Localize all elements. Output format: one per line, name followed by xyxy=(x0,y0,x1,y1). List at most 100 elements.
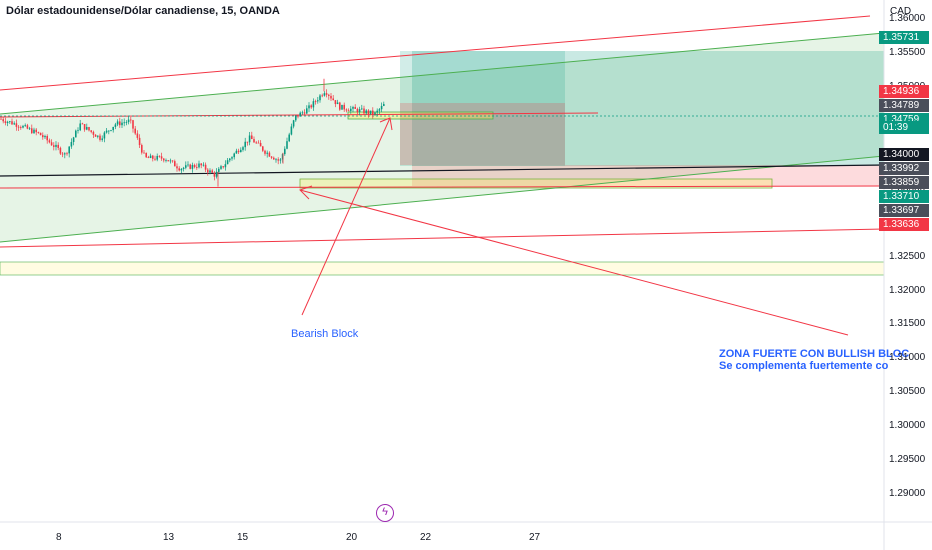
candle-body xyxy=(191,165,194,169)
candle-body xyxy=(59,147,62,154)
candle-body xyxy=(0,118,2,120)
candle-body xyxy=(345,109,348,111)
candle-body xyxy=(165,160,167,161)
candle-body xyxy=(48,140,51,143)
candle-body xyxy=(112,126,114,131)
candle-body xyxy=(119,121,121,126)
candle-body xyxy=(215,171,218,177)
candle-body xyxy=(213,172,216,177)
time-tick: 8 xyxy=(56,532,62,543)
candle-body xyxy=(369,110,372,114)
candle-body xyxy=(33,129,35,134)
candle-body xyxy=(2,119,4,122)
price-tick: 1.30000 xyxy=(889,420,926,432)
candle-body xyxy=(325,93,328,95)
price-label-badge: 1.34789 xyxy=(879,98,929,112)
resistance-top-line xyxy=(0,15,871,91)
candle-body xyxy=(141,145,143,153)
candle-body xyxy=(44,136,46,138)
price-label-badge: 1.33859 xyxy=(879,176,929,190)
candle-body xyxy=(97,135,99,137)
candle-body xyxy=(341,104,343,110)
candle-body xyxy=(147,157,150,159)
candle-body xyxy=(130,119,132,121)
candle-body xyxy=(297,115,299,117)
candle-body xyxy=(116,121,119,125)
candle-body xyxy=(9,121,11,123)
candle-body xyxy=(163,158,165,161)
candle-body xyxy=(365,110,367,114)
candle-body xyxy=(262,146,264,151)
price-label-badge: 1.35731 xyxy=(879,30,929,44)
candle-body xyxy=(244,141,246,148)
candle-body xyxy=(204,164,207,170)
candle-body xyxy=(281,154,284,160)
candle-body xyxy=(180,168,183,171)
candle-body xyxy=(189,164,191,169)
candle-body xyxy=(367,110,370,114)
price-label-badge: 1.33636 xyxy=(879,218,929,232)
candle-body xyxy=(207,169,209,173)
candle-body xyxy=(171,160,174,162)
candle-body xyxy=(273,157,275,160)
candle-body xyxy=(372,110,374,115)
candle-body xyxy=(299,112,301,117)
candle-body xyxy=(101,138,103,140)
candle-body xyxy=(220,166,222,169)
arrow-bullish-head xyxy=(299,185,313,200)
candle-body xyxy=(35,129,37,133)
candle-body xyxy=(332,98,334,101)
price-tick: 1.31000 xyxy=(889,352,926,364)
candle-body xyxy=(237,150,240,153)
candle-body xyxy=(57,144,59,148)
candle-body xyxy=(323,93,326,96)
candle-body xyxy=(361,108,363,110)
candle-body xyxy=(270,156,273,158)
candle-body xyxy=(86,127,88,130)
candle-body xyxy=(154,158,156,160)
candle-body xyxy=(61,153,64,155)
candle-body xyxy=(114,124,117,127)
candle-body xyxy=(182,167,185,169)
candle-body xyxy=(39,132,42,136)
candle-body xyxy=(17,126,20,128)
candle-body xyxy=(156,155,158,160)
candle-body xyxy=(374,112,376,115)
zona-label-line1: ZONA FUERTE CON BULLISH BLOC xyxy=(719,348,910,360)
arrow-bullish-line xyxy=(299,189,849,336)
candle-body xyxy=(6,121,9,123)
candle-body xyxy=(13,123,15,125)
channel-top-line xyxy=(0,32,885,115)
horizontal-resistance xyxy=(0,112,599,118)
candle-body xyxy=(108,130,110,132)
candle-body xyxy=(330,95,332,99)
candle-body xyxy=(77,130,79,131)
bearish-block-label: Bearish Block xyxy=(291,328,359,340)
candle-body xyxy=(196,167,198,168)
candle-body xyxy=(198,163,200,168)
candle-body xyxy=(187,164,189,166)
time-tick: 22 xyxy=(420,532,432,543)
candle-body xyxy=(339,102,341,110)
candle-body xyxy=(75,130,77,138)
candle-body xyxy=(200,163,202,166)
flash-icon[interactable]: ϟ xyxy=(376,504,394,522)
candle-body xyxy=(143,152,145,154)
candle-body xyxy=(66,153,68,155)
candle-body xyxy=(279,159,282,161)
price-label-badge: 1.34936 xyxy=(879,84,929,98)
candle-body xyxy=(240,149,242,153)
candle-body xyxy=(266,152,268,154)
time-tick: 20 xyxy=(346,532,358,543)
candle-body xyxy=(334,100,337,105)
candle-body xyxy=(317,100,319,102)
candle-body xyxy=(70,141,73,147)
candle-body xyxy=(94,134,97,137)
candle-body xyxy=(72,137,75,142)
candle-body xyxy=(229,158,231,161)
candle-body xyxy=(246,141,249,143)
candle-body xyxy=(336,102,339,105)
currency-label: CAD xyxy=(890,6,912,17)
candle-body xyxy=(167,160,169,162)
